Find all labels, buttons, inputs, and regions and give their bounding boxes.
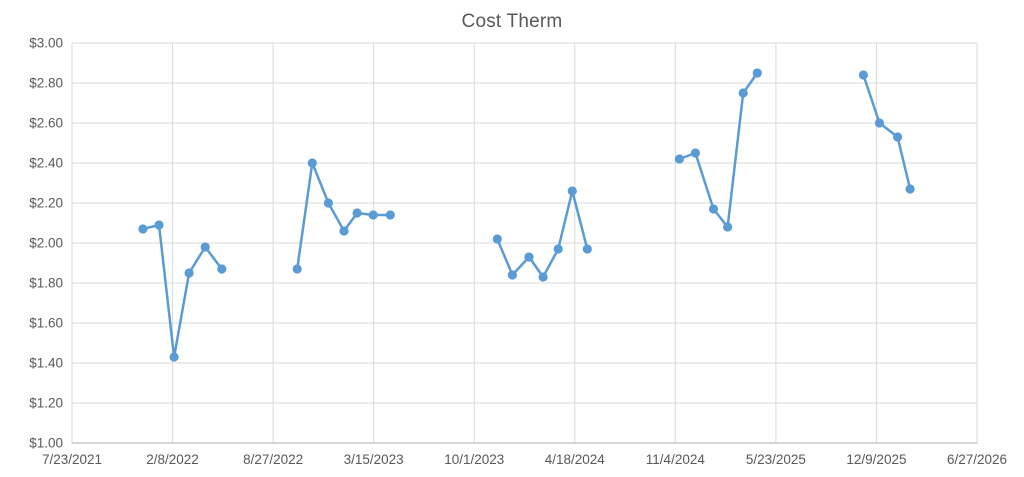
- data-point-marker: [524, 252, 534, 262]
- y-axis-tick-label: $1.40: [29, 356, 63, 371]
- data-point-marker: [690, 148, 701, 158]
- y-axis-tick-label: $2.40: [29, 156, 63, 171]
- y-axis-tick-label: $2.00: [29, 236, 63, 251]
- data-point-marker: [138, 224, 148, 234]
- data-point-marker: [738, 88, 748, 98]
- y-axis-tick-label: $2.60: [29, 116, 63, 131]
- data-point-marker: [385, 210, 395, 220]
- y-axis-tick-label: $2.80: [29, 76, 63, 91]
- data-point-marker: [154, 220, 164, 230]
- y-axis-tick-label: $3.00: [29, 36, 63, 51]
- series-line-segment: [496, 189, 589, 279]
- x-axis-tick-label: 11/4/2024: [646, 452, 706, 467]
- data-point-marker: [905, 184, 915, 194]
- data-point-marker: [217, 264, 227, 274]
- data-point-marker: [708, 204, 719, 214]
- x-axis-tick-label: 10/1/2023: [444, 452, 504, 467]
- data-point-marker: [352, 208, 362, 218]
- data-point-marker: [292, 264, 302, 274]
- data-point-marker: [538, 272, 548, 282]
- x-axis-tick-label: 3/15/2023: [344, 452, 404, 467]
- data-point-marker: [858, 70, 869, 80]
- x-axis-tick-label: 6/27/2026: [947, 452, 1007, 467]
- data-point-marker: [674, 154, 685, 164]
- data-point-marker: [169, 352, 179, 362]
- data-point-marker: [582, 244, 592, 254]
- x-axis-tick-label: 12/9/2025: [846, 452, 906, 467]
- data-point-marker: [567, 186, 577, 196]
- series-line-segment: [862, 73, 912, 191]
- x-axis-tick-label: 4/18/2024: [545, 452, 606, 467]
- data-point-marker: [893, 132, 903, 142]
- data-point-marker: [874, 118, 885, 128]
- data-point-marker: [339, 226, 349, 236]
- data-point-marker: [200, 242, 210, 252]
- y-axis-tick-label: $1.60: [29, 316, 63, 331]
- y-axis-tick-label: $1.80: [29, 276, 63, 291]
- data-point-marker: [752, 68, 762, 78]
- data-point-marker: [553, 244, 563, 254]
- x-axis-tick-label: 2/8/2022: [146, 452, 199, 467]
- x-axis-tick-label: 7/23/2021: [42, 452, 102, 467]
- y-axis-tick-label: $1.20: [29, 396, 63, 411]
- x-axis-tick-label: 5/23/2025: [746, 452, 806, 467]
- y-axis-tick-label: $1.00: [29, 436, 63, 451]
- data-point-marker: [307, 158, 317, 168]
- data-point-marker: [507, 270, 517, 280]
- data-point-marker: [368, 210, 378, 220]
- series-line-segment: [141, 223, 224, 359]
- x-axis-tick-label: 8/27/2022: [243, 452, 303, 467]
- chart-title: Cost Therm: [461, 11, 563, 32]
- data-point-marker: [492, 234, 502, 244]
- data-point-marker: [323, 198, 333, 208]
- data-point-marker: [184, 268, 194, 278]
- y-axis-tick-label: $2.20: [29, 196, 63, 211]
- data-point-marker: [723, 222, 733, 232]
